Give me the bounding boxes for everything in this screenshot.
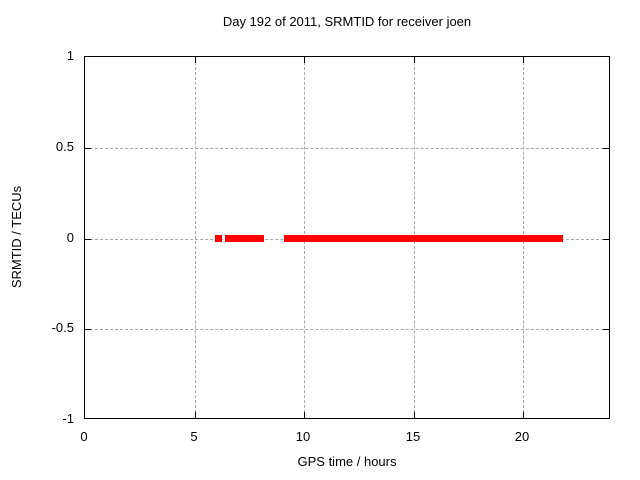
data-segment	[284, 235, 563, 242]
tick-mark-x-top	[414, 57, 415, 63]
tick-mark-x-bottom	[523, 412, 524, 418]
tick-mark-x-top	[304, 57, 305, 63]
tick-mark-x-top	[195, 57, 196, 63]
tick-mark-x-bottom	[304, 412, 305, 418]
x-tick-label: 5	[190, 429, 198, 444]
x-tick-label: 10	[295, 429, 311, 444]
y-tick-label: 0.5	[55, 139, 74, 154]
plot-area	[84, 56, 610, 419]
y-tick-label: 0	[66, 230, 74, 245]
y-tick-label: 1	[66, 48, 74, 63]
tick-mark-y-right	[603, 148, 609, 149]
y-tick-label: -0.5	[51, 320, 74, 335]
gridline-x-5	[195, 57, 196, 418]
tick-mark-y-right	[603, 239, 609, 240]
y-tick-label: -1	[62, 411, 74, 426]
data-segment	[225, 235, 264, 242]
tick-mark-x-bottom	[414, 412, 415, 418]
tick-mark-y-left	[85, 329, 91, 330]
tick-mark-x-top	[523, 57, 524, 63]
x-axis-label: GPS time / hours	[297, 454, 397, 469]
chart-title: Day 192 of 2011, SRMTID for receiver joe…	[222, 14, 472, 29]
tick-mark-y-left	[85, 239, 91, 240]
x-tick-label: 0	[80, 429, 88, 444]
gridline-y-0.5	[85, 148, 609, 149]
x-tick-label: 20	[514, 429, 530, 444]
x-tick-label: 15	[405, 429, 421, 444]
data-segment	[215, 235, 222, 242]
gridline-y--0.5	[85, 329, 609, 330]
tick-mark-x-bottom	[195, 412, 196, 418]
tick-mark-y-right	[603, 329, 609, 330]
tick-mark-y-left	[85, 148, 91, 149]
